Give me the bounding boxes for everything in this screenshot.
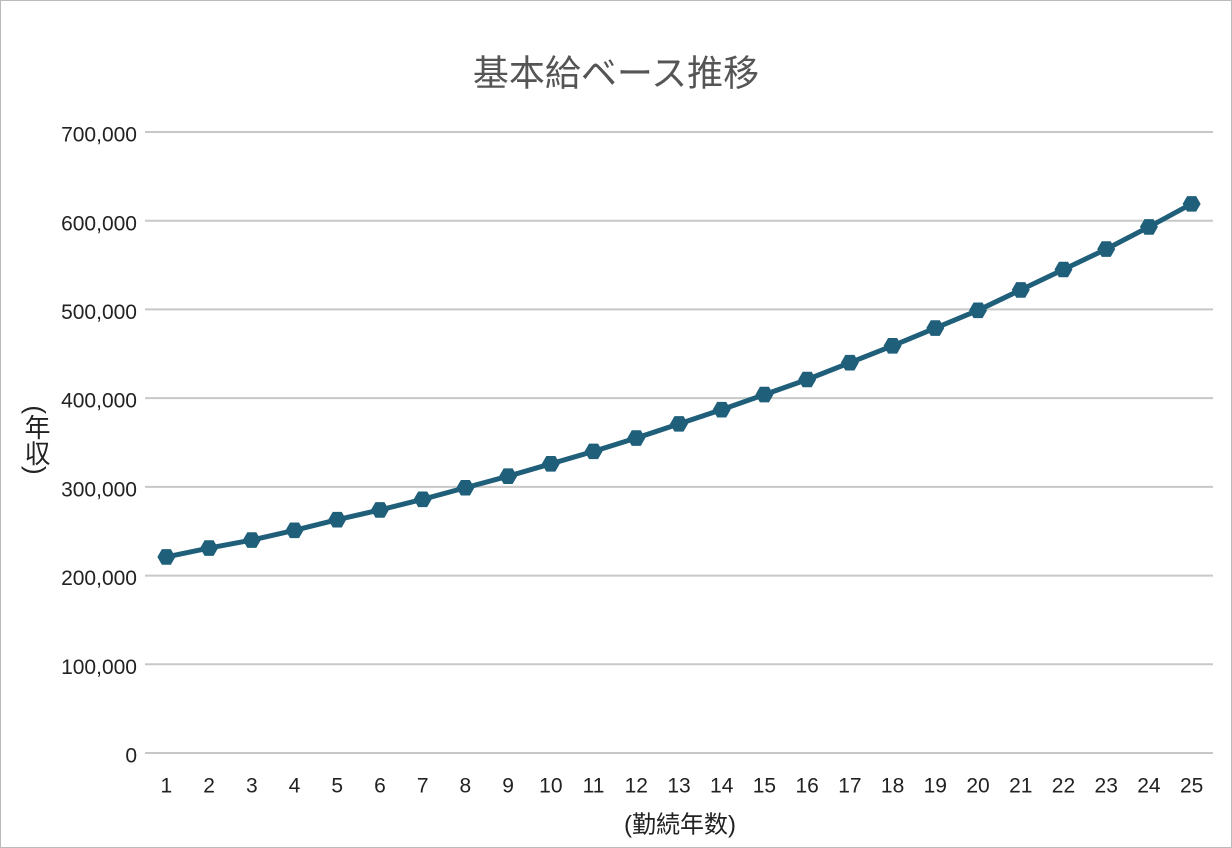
point-marker <box>541 455 560 472</box>
x-tick-label: 11 <box>583 775 605 798</box>
point-marker <box>157 549 176 565</box>
y-tick-label: 100,000 <box>61 656 137 679</box>
x-tick-label: 2 <box>203 775 215 798</box>
x-tick-label: 18 <box>881 775 904 798</box>
point-marker <box>755 386 774 403</box>
x-tick-label: 7 <box>417 775 429 798</box>
x-tick-label: 13 <box>667 775 690 798</box>
x-tick-label: 15 <box>753 775 776 798</box>
point-marker <box>584 443 603 460</box>
point-marker <box>370 502 389 518</box>
x-tick-label: 22 <box>1052 775 1075 798</box>
point-marker <box>840 354 859 371</box>
point-marker <box>969 302 988 319</box>
x-tick-label: 12 <box>625 775 648 798</box>
point-marker <box>627 430 646 446</box>
x-tick-label: 5 <box>331 775 343 798</box>
y-tick-label: 0 <box>125 745 137 768</box>
point-marker <box>1011 282 1030 298</box>
x-tick-label: 1 <box>161 775 173 798</box>
x-tick-label: 25 <box>1180 775 1203 798</box>
x-tick-label: 4 <box>289 775 301 798</box>
y-axis-label: (年収) <box>21 405 51 474</box>
y-tick-label: 400,000 <box>61 390 137 413</box>
point-marker <box>1097 241 1116 257</box>
x-tick-label: 24 <box>1137 775 1161 798</box>
x-tick-label: 19 <box>924 775 947 798</box>
point-marker <box>499 468 518 485</box>
point-marker <box>1139 219 1158 235</box>
x-tick-label: 14 <box>710 775 734 798</box>
point-marker <box>1054 261 1073 278</box>
x-tick-label: 17 <box>838 775 861 798</box>
point-marker <box>798 371 817 388</box>
point-marker <box>285 522 304 539</box>
point-marker <box>413 491 432 508</box>
point-marker <box>328 511 347 528</box>
point-marker <box>242 532 261 548</box>
point-marker <box>883 338 902 354</box>
x-tick-label: 20 <box>966 775 989 798</box>
chart-title: 基本給ベース推移 <box>473 53 759 94</box>
x-tick-label: 23 <box>1095 775 1118 798</box>
x-tick-label: 16 <box>795 775 818 798</box>
x-tick-label: 6 <box>374 775 386 798</box>
y-tick-label: 200,000 <box>61 567 137 590</box>
x-tick-label: 8 <box>460 775 472 798</box>
x-axis-label: (勤続年数) <box>624 811 736 838</box>
point-marker <box>200 540 219 556</box>
point-marker <box>1182 196 1201 212</box>
x-tick-label: 10 <box>539 775 562 798</box>
series-line <box>165 201 1193 560</box>
point-marker <box>712 401 731 418</box>
y-tick-label: 300,000 <box>61 478 137 501</box>
point-marker <box>456 479 475 496</box>
point-marker <box>926 320 945 336</box>
y-tick-label: 700,000 <box>61 124 137 147</box>
x-tick-label: 3 <box>246 775 258 798</box>
point-marker <box>670 416 688 432</box>
y-tick-label: 500,000 <box>61 301 137 324</box>
x-tick-label: 21 <box>1009 775 1032 798</box>
x-tick-label: 9 <box>502 775 514 798</box>
y-tick-label: 600,000 <box>61 212 137 235</box>
